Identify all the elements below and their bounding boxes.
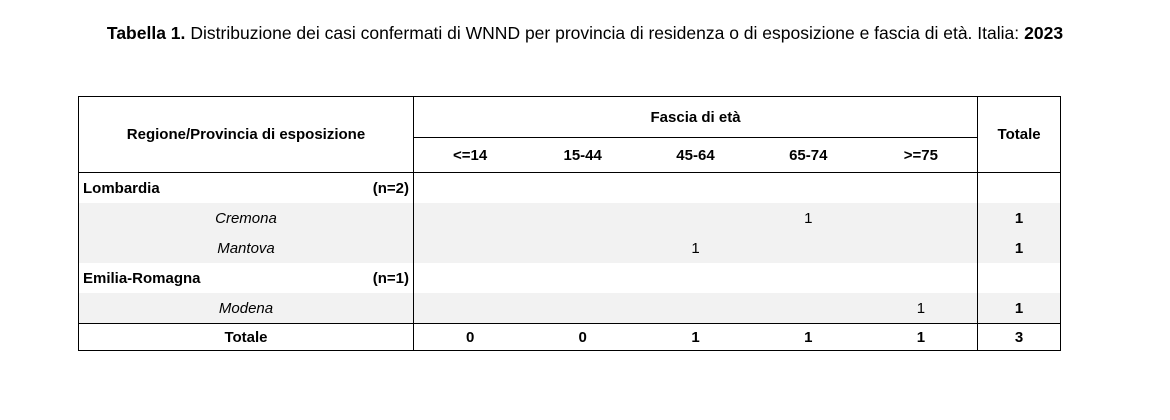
age-header: <=14 — [413, 137, 527, 173]
age-group-header: Fascia di età — [412, 96, 978, 138]
age-header: 45-64 — [639, 137, 752, 173]
count-cell — [413, 293, 527, 324]
age-header: 65-74 — [751, 137, 865, 173]
title-year: 2023 — [1024, 23, 1064, 43]
region-name: Emilia-Romagna — [83, 269, 201, 287]
table-title: Tabella 1. Distribuzione dei casi conferm… — [30, 20, 1140, 46]
count-cell: 1 — [864, 293, 978, 324]
cell — [526, 173, 639, 204]
totals-count: 1 — [864, 323, 978, 351]
title-label: Tabella 1. — [106, 23, 186, 43]
cell — [413, 263, 527, 293]
count-cell — [413, 203, 527, 233]
totals-row: Totale 0 0 1 1 1 3 — [78, 323, 1061, 351]
totals-count: 1 — [751, 323, 865, 351]
data-table: Regione/Provincia di esposizione Fascia d… — [78, 96, 1062, 351]
province-total: 1 — [977, 203, 1061, 233]
province-row: Modena 1 1 — [78, 293, 1061, 324]
count-cell — [526, 293, 640, 324]
cell — [752, 173, 865, 204]
cell — [639, 263, 752, 293]
province-total: 1 — [977, 293, 1061, 324]
total-header: Totale — [977, 96, 1061, 173]
cell — [865, 263, 978, 293]
province-total: 1 — [977, 233, 1061, 263]
totals-count: 0 — [526, 323, 640, 351]
header-row: Regione/Provincia di esposizione Fascia d… — [78, 96, 1061, 173]
totals-count: 0 — [413, 323, 527, 351]
count-cell — [864, 203, 978, 233]
province-name: Modena — [78, 293, 414, 324]
age-header: 15-44 — [526, 137, 640, 173]
region-row: Lombardia (n=2) — [79, 172, 1061, 204]
count-cell — [751, 233, 865, 263]
region-n: (n=1) — [372, 269, 409, 287]
region-header: Regione/Provincia di esposizione — [78, 96, 414, 173]
totals-count: 1 — [639, 323, 752, 351]
count-cell — [639, 203, 752, 233]
region-cell: Emilia-Romagna (n=1) — [79, 263, 414, 293]
region-cell: Lombardia (n=2) — [79, 173, 414, 204]
totals-label: Totale — [78, 323, 414, 351]
title-text: Distribuzione dei casi confermati di WNN… — [190, 23, 1020, 43]
cell — [639, 173, 752, 204]
cell — [977, 263, 1061, 293]
header-row: <=14 15-44 45-64 65-74 >=75 — [79, 137, 1061, 173]
count-cell — [526, 233, 640, 263]
count-cell: 1 — [639, 233, 752, 263]
count-cell — [413, 233, 527, 263]
age-header: >=75 — [864, 137, 978, 173]
region-n: (n=2) — [372, 179, 409, 197]
count-cell — [639, 293, 752, 324]
grand-total: 3 — [977, 323, 1061, 351]
region-name: Lombardia — [83, 179, 160, 197]
cell — [865, 173, 978, 204]
count-cell — [864, 233, 978, 263]
cell — [526, 263, 639, 293]
province-name: Mantova — [78, 233, 414, 263]
count-cell — [526, 203, 640, 233]
count-cell: 1 — [751, 203, 865, 233]
count-cell — [751, 293, 865, 324]
region-row: Emilia-Romagna (n=1) — [79, 263, 1061, 293]
cell — [977, 172, 1061, 203]
province-row: Mantova 1 1 — [78, 233, 1061, 263]
cell — [752, 263, 865, 293]
province-name: Cremona — [78, 203, 414, 233]
cell — [413, 172, 527, 203]
province-row: Cremona 1 1 — [78, 203, 1061, 233]
